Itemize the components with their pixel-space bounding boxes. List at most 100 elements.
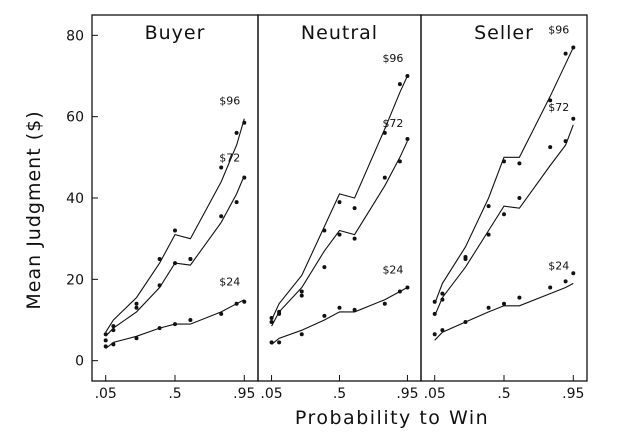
data-point-1-1-3 bbox=[322, 265, 327, 270]
data-point-1-2-1 bbox=[277, 340, 282, 345]
data-point-1-2-6 bbox=[382, 301, 387, 306]
data-point-0-1-2 bbox=[134, 305, 139, 310]
y-tick-label-0: 0 bbox=[75, 354, 84, 370]
data-point-0-1-5 bbox=[188, 257, 193, 261]
data-point-1-1-2 bbox=[299, 293, 304, 298]
x-axis-label: Probability to Win bbox=[295, 407, 489, 429]
data-point-1-1-7 bbox=[397, 159, 402, 164]
x-tick-label-0-1: .5 bbox=[168, 386, 181, 402]
series-label-1-1: $72 bbox=[382, 117, 403, 130]
data-point-1-2-5 bbox=[352, 307, 357, 312]
data-point-1-0-0 bbox=[269, 315, 274, 320]
data-point-1-2-0 bbox=[269, 340, 274, 345]
data-point-1-1-8 bbox=[405, 137, 410, 142]
data-point-1-2-7 bbox=[397, 289, 402, 294]
data-point-2-0-4 bbox=[502, 159, 506, 164]
fit-line-2-2 bbox=[434, 282, 574, 341]
y-tick-label-3: 60 bbox=[66, 110, 84, 126]
data-point-0-0-6 bbox=[219, 165, 224, 170]
data-point-1-0-3 bbox=[322, 228, 327, 233]
data-point-0-2-7 bbox=[234, 301, 239, 306]
data-point-1-1-1 bbox=[277, 311, 282, 316]
fit-line-1-0 bbox=[271, 75, 408, 321]
data-point-2-1-0 bbox=[432, 311, 437, 316]
x-tick-label-0-0: .05 bbox=[95, 386, 117, 402]
x-tick-label-0-2: .95 bbox=[233, 386, 255, 402]
panel-title-1: Neutral bbox=[301, 22, 378, 44]
data-point-2-1-5 bbox=[517, 196, 522, 200]
x-tick-label-1-2: .95 bbox=[396, 386, 418, 402]
data-point-1-0-2 bbox=[299, 289, 304, 294]
data-point-1-1-6 bbox=[382, 175, 387, 180]
data-point-0-2-5 bbox=[188, 318, 193, 322]
data-point-0-1-8 bbox=[242, 175, 247, 180]
data-point-0-1-7 bbox=[234, 200, 239, 205]
data-point-2-2-6 bbox=[548, 285, 553, 290]
data-point-0-0-8 bbox=[242, 120, 247, 125]
data-point-2-2-2 bbox=[463, 320, 468, 325]
series-label-2-2: $24 bbox=[548, 259, 569, 272]
data-point-2-2-4 bbox=[502, 301, 506, 306]
data-point-0-1-3 bbox=[157, 283, 162, 288]
data-point-0-2-1 bbox=[111, 342, 116, 347]
data-point-1-0-4 bbox=[337, 200, 342, 205]
data-point-1-2-4 bbox=[337, 305, 342, 310]
x-tick-label-1-0: .05 bbox=[260, 386, 282, 402]
data-point-1-1-5 bbox=[352, 236, 357, 241]
data-point-1-1-0 bbox=[269, 320, 274, 325]
data-point-0-0-4 bbox=[173, 228, 177, 233]
fit-line-0-0 bbox=[105, 118, 245, 333]
data-point-1-0-6 bbox=[382, 130, 387, 135]
data-point-2-0-6 bbox=[548, 98, 553, 103]
data-point-2-0-5 bbox=[517, 161, 522, 166]
data-point-2-2-8 bbox=[571, 271, 576, 276]
data-point-2-2-0 bbox=[432, 332, 437, 337]
data-point-0-0-7 bbox=[234, 130, 239, 135]
series-label-0-0: $96 bbox=[219, 95, 240, 108]
data-point-1-1-4 bbox=[337, 232, 342, 237]
data-point-0-0-2 bbox=[134, 301, 139, 306]
data-point-1-0-7 bbox=[397, 82, 402, 87]
fit-line-2-0 bbox=[434, 47, 574, 304]
series-label-1-0: $96 bbox=[382, 52, 403, 65]
data-point-2-1-1 bbox=[440, 297, 445, 302]
data-point-0-2-3 bbox=[157, 326, 162, 331]
panel-title-2: Seller bbox=[474, 22, 534, 44]
data-point-0-1-0 bbox=[103, 338, 108, 343]
data-point-0-2-4 bbox=[173, 322, 177, 327]
data-point-0-2-0 bbox=[103, 344, 108, 349]
x-tick-label-2-0: .05 bbox=[424, 386, 446, 402]
data-point-2-1-4 bbox=[502, 212, 506, 217]
y-tick-label-2: 40 bbox=[66, 191, 84, 207]
data-point-1-2-8 bbox=[405, 285, 410, 290]
data-point-2-1-8 bbox=[571, 116, 576, 121]
axes-group: Buyer .05 .5 .95 0 20 40 60 80 $96 $72 $24 Neutral .0… bbox=[66, 14, 588, 402]
data-point-2-2-5 bbox=[517, 295, 522, 300]
data-point-1-2-3 bbox=[322, 313, 327, 318]
data-point-0-0-3 bbox=[157, 257, 162, 261]
panel-frame-1 bbox=[257, 14, 422, 382]
data-point-1-0-8 bbox=[405, 74, 410, 78]
data-point-0-1-4 bbox=[173, 261, 177, 266]
series-label-0-2: $24 bbox=[219, 276, 240, 289]
data-point-1-0-5 bbox=[352, 206, 357, 211]
data-point-0-2-2 bbox=[134, 336, 139, 341]
data-point-0-2-6 bbox=[219, 311, 224, 316]
fit-line-1-1 bbox=[271, 140, 408, 327]
y-tick-label-1: 20 bbox=[66, 272, 84, 288]
y-axis-label: Mean Judgment ($) bbox=[23, 110, 45, 309]
data-point-0-2-8 bbox=[242, 299, 247, 304]
panel-frame-2 bbox=[420, 14, 588, 382]
series-label-2-0: $96 bbox=[548, 24, 569, 37]
series-label-0-1: $72 bbox=[219, 152, 240, 165]
fit-line-0-1 bbox=[105, 175, 245, 337]
series-label-1-2: $24 bbox=[382, 263, 403, 276]
data-point-2-1-3 bbox=[486, 232, 491, 237]
data-point-2-0-0 bbox=[432, 299, 437, 304]
x-tick-label-2-2: .95 bbox=[562, 386, 584, 402]
series-label-2-1: $72 bbox=[548, 101, 569, 114]
data-point-2-1-6 bbox=[548, 145, 553, 150]
data-point-0-1-1 bbox=[111, 328, 116, 333]
